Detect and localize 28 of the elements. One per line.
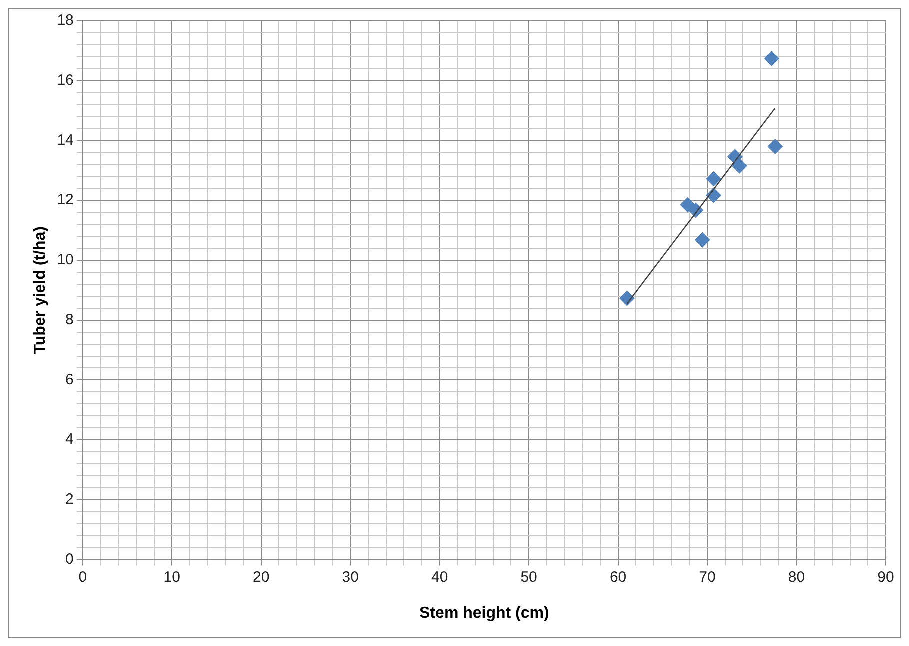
y-tick-label: 10 xyxy=(57,252,74,269)
x-axis-title: Stem height (cm) xyxy=(420,604,550,622)
x-tick-label: 20 xyxy=(253,568,270,586)
y-tick-label: 4 xyxy=(66,431,74,448)
x-tick-label: 80 xyxy=(788,568,806,586)
y-axis-title: Tuber yield (t/ha) xyxy=(32,226,50,354)
y-tick-label: 0 xyxy=(66,550,74,568)
point xyxy=(732,158,748,174)
y-tick-label: 2 xyxy=(66,491,74,508)
x-tick-label: 70 xyxy=(699,568,716,586)
point xyxy=(764,51,780,66)
point xyxy=(706,172,722,187)
y-tick-label: 18 xyxy=(57,12,74,30)
x-tick-label: 0 xyxy=(78,568,88,586)
y-tick-label: 14 xyxy=(57,132,74,149)
y-tick-label: 12 xyxy=(57,192,74,209)
y-tick-label: 6 xyxy=(66,371,74,388)
y-tick-label: 16 xyxy=(57,72,74,90)
point xyxy=(695,232,710,248)
x-tick-label: 10 xyxy=(164,568,180,586)
point xyxy=(768,139,783,154)
x-tick-label: 60 xyxy=(610,568,627,586)
point xyxy=(680,198,696,213)
y-tick-label: 8 xyxy=(66,311,74,328)
x-tick-label: 50 xyxy=(520,568,538,586)
x-tick-label: 90 xyxy=(878,568,894,586)
x-tick-label: 30 xyxy=(342,568,359,586)
x-tick-label: 40 xyxy=(431,568,448,586)
